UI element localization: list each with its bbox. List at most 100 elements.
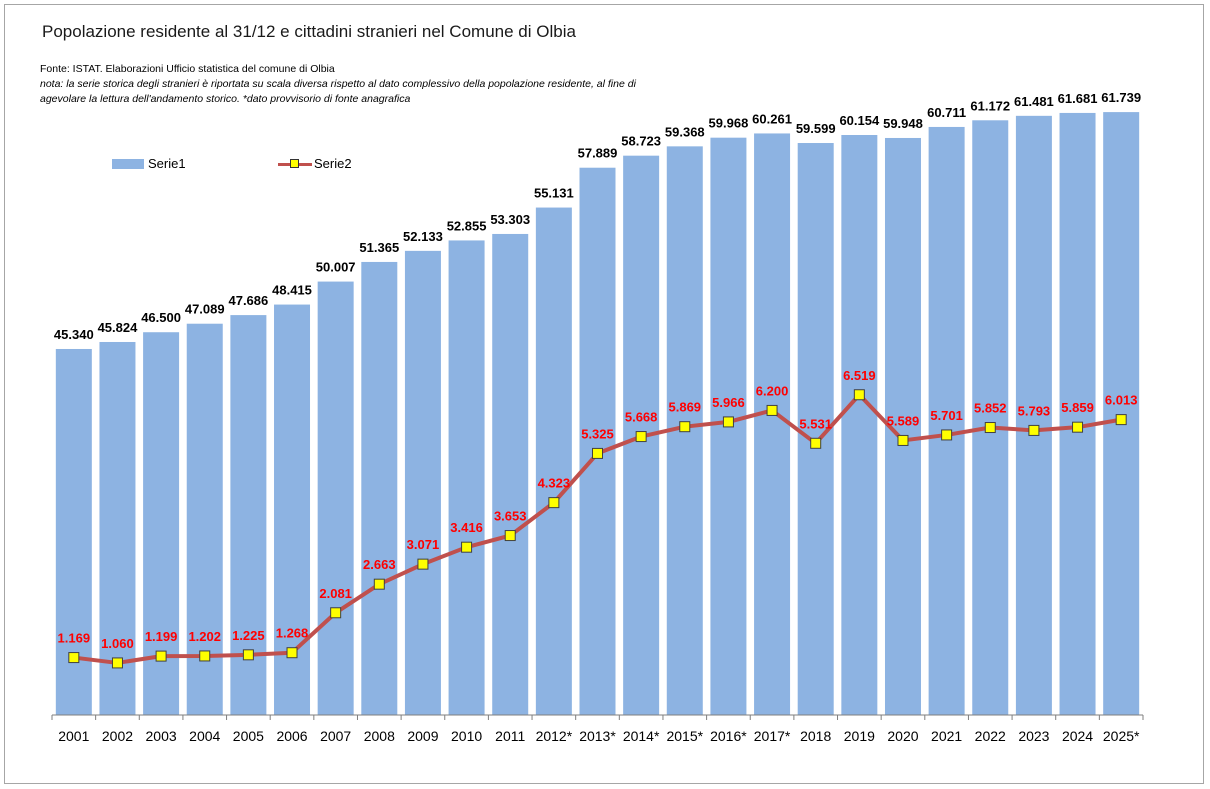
line-marker: [810, 437, 822, 449]
line-marker: [417, 558, 429, 570]
bar-label: 45.340: [54, 327, 94, 342]
line-label: 5.325: [581, 426, 614, 441]
line-label: 5.668: [625, 410, 658, 425]
x-tick-label: 2022: [975, 728, 1006, 744]
line-marker: [984, 422, 996, 434]
legend-line-swatch: [278, 158, 312, 170]
x-tick-label: 2012*: [536, 728, 573, 744]
bar-2010: [448, 240, 485, 715]
x-tick-label: 2005: [233, 728, 264, 744]
x-tick-label: 2025*: [1103, 728, 1140, 744]
x-tick-label: 2004: [189, 728, 220, 744]
bar-label: 51.365: [359, 240, 399, 255]
bar-2007: [317, 281, 354, 715]
x-tick-label: 2013*: [579, 728, 616, 744]
line-label: 5.589: [887, 413, 920, 428]
x-tick-label: 2010: [451, 728, 482, 744]
line-marker: [242, 649, 254, 661]
line-label: 1.060: [101, 636, 134, 651]
line-label: 2.663: [363, 557, 396, 572]
line-marker: [330, 607, 342, 619]
line-marker: [635, 431, 647, 443]
bar-label: 46.500: [141, 310, 181, 325]
line-label: 6.200: [756, 383, 789, 398]
x-tick-label: 2021: [931, 728, 962, 744]
line-label: 5.531: [799, 416, 832, 431]
x-tick-label: 2003: [146, 728, 177, 744]
bar-2021: [928, 126, 965, 715]
x-tick-label: 2011: [495, 728, 525, 744]
line-marker: [679, 421, 691, 433]
bar-2022: [972, 120, 1009, 716]
bar-label: 59.368: [665, 124, 705, 139]
bar-label: 61.681: [1058, 91, 1098, 106]
x-tick-label: 2008: [364, 728, 395, 744]
x-tick-label: 2009: [407, 728, 438, 744]
line-marker: [199, 650, 211, 662]
bar-2013-prov: [579, 167, 616, 715]
line-marker: [941, 429, 953, 441]
line-label: 5.793: [1018, 403, 1051, 418]
line-marker: [504, 530, 516, 542]
line-label: 6.013: [1105, 393, 1138, 408]
line-marker: [286, 647, 298, 659]
bar-label: 47.686: [228, 293, 268, 308]
bar-label: 60.154: [839, 113, 880, 128]
bar-2006: [274, 304, 311, 715]
x-tick-label: 2018: [800, 728, 831, 744]
legend-item-serie2: Serie2: [278, 156, 352, 171]
line-label: 2.081: [319, 586, 352, 601]
line-marker: [111, 657, 123, 669]
bar-label: 52.855: [447, 218, 487, 233]
line-label: 5.701: [930, 408, 963, 423]
bar-label: 61.172: [970, 98, 1010, 113]
x-tick-label: 2023: [1018, 728, 1049, 744]
line-label: 5.859: [1061, 400, 1094, 415]
x-tick-label: 2015*: [666, 728, 703, 744]
note-line-1: nota: la serie storica degli stranieri è…: [40, 78, 636, 90]
x-tick-label: 2014*: [623, 728, 660, 744]
x-tick-label: 2017*: [754, 728, 791, 744]
bar-label: 47.089: [185, 302, 225, 317]
legend-label-serie2: Serie2: [314, 156, 352, 171]
x-tick-label: 2002: [102, 728, 133, 744]
line-marker: [1115, 414, 1127, 426]
bar-2024: [1059, 112, 1096, 715]
bar-2023: [1015, 115, 1052, 715]
bar-2011: [492, 233, 529, 715]
x-tick-label: 2007: [320, 728, 351, 744]
line-marker: [766, 404, 778, 416]
chart-title: Popolazione residente al 31/12 e cittadi…: [42, 22, 576, 41]
bar-2019: [841, 135, 878, 715]
note-line-2: agevolare la lettura dell'andamento stor…: [40, 93, 411, 105]
legend-bar-swatch: [112, 158, 144, 169]
line-marker: [155, 650, 167, 662]
line-label: 5.869: [669, 400, 702, 415]
line-label: 6.519: [843, 368, 876, 383]
bar-2008: [361, 261, 398, 715]
bar-label: 48.415: [272, 283, 312, 298]
chart-frame: [4, 4, 1204, 784]
bar-2005: [230, 315, 267, 715]
bar-label: 57.889: [578, 146, 618, 161]
legend-label-serie1: Serie1: [148, 156, 186, 171]
bar-label: 60.711: [927, 105, 966, 120]
line-label: 1.268: [276, 626, 309, 641]
bar-2004: [186, 323, 223, 715]
bar-label: 61.481: [1014, 94, 1054, 109]
line-label: 1.202: [188, 629, 221, 644]
bar-label: 60.261: [752, 111, 792, 126]
bar-label: 55.131: [534, 186, 574, 201]
line-marker: [68, 652, 80, 664]
line-marker: [1072, 421, 1084, 433]
bar-label: 45.824: [98, 320, 139, 335]
x-tick-label: 2024: [1062, 728, 1093, 744]
bar-label: 53.303: [490, 212, 530, 227]
line-label: 3.416: [450, 520, 483, 535]
legend-item-serie1: Serie1: [112, 156, 186, 171]
line-marker: [461, 541, 473, 553]
line-marker: [373, 578, 385, 590]
line-label: 4.323: [538, 476, 571, 491]
x-tick-labels: 2001 2002 2003 2004 2005 2006 2007 2008 2009 2010…: [58, 728, 1140, 744]
